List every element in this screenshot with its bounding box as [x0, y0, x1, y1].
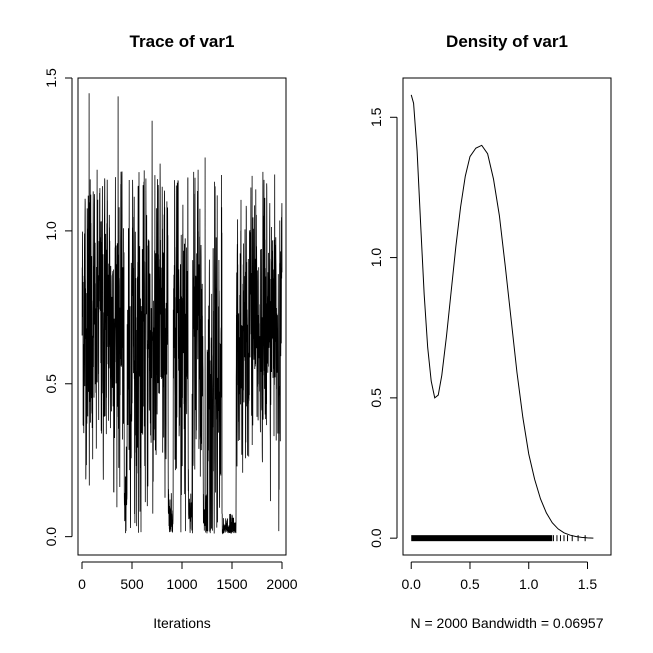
trace-title: Trace of var1 — [130, 32, 235, 51]
density-x-axis-label: N = 2000 Bandwidth = 0.06957 — [410, 615, 603, 631]
density-series — [410, 94, 594, 539]
density-y-tick-label: 1.5 — [368, 107, 384, 127]
density-panel: Density of var1 0.0 0.5 1.0 1.5 0.0 0.5 1.0 1.… — [368, 32, 612, 631]
density-y-tick-label: 0.0 — [368, 528, 384, 548]
density-x-tick-label: 1.0 — [519, 576, 539, 592]
trace-y-tick-label: 1.0 — [43, 221, 59, 241]
density-x-axis: 0.0 0.5 1.0 1.5 — [401, 561, 598, 592]
trace-y-tick-label: 0.0 — [43, 527, 59, 547]
trace-y-tick-label: 0.5 — [43, 374, 59, 394]
density-x-tick-label: 1.5 — [578, 576, 598, 592]
trace-x-tick-label: 1000 — [166, 576, 197, 592]
density-line — [410, 94, 594, 539]
trace-series — [81, 93, 283, 535]
trace-x-tick-label: 500 — [120, 576, 144, 592]
trace-x-axis: 0 500 1000 1500 2000 — [78, 561, 298, 592]
trace-y-axis: 0.0 0.5 1.0 1.5 — [43, 68, 73, 547]
trace-panel: Trace of var1 0 500 1000 1500 2000 0.0 0.5 1.0… — [43, 32, 298, 631]
density-x-tick-label: 0.5 — [460, 576, 480, 592]
density-x-tick-label: 0.0 — [401, 576, 421, 592]
trace-plot-frame — [77, 77, 287, 556]
trace-line — [81, 93, 283, 535]
density-title: Density of var1 — [446, 32, 568, 51]
density-y-axis: 0.0 0.5 1.0 1.5 — [368, 107, 398, 548]
trace-x-tick-label: 1500 — [216, 576, 247, 592]
density-plot-frame — [402, 77, 612, 556]
trace-x-axis-label: Iterations — [153, 615, 211, 631]
density-rug — [411, 535, 586, 542]
trace-x-tick-label: 0 — [78, 576, 86, 592]
density-rug-band — [411, 535, 553, 542]
density-y-tick-label: 0.5 — [368, 388, 384, 408]
trace-x-tick-label: 2000 — [266, 576, 297, 592]
trace-y-tick-label: 1.5 — [43, 68, 59, 88]
density-y-tick-label: 1.0 — [368, 248, 384, 268]
